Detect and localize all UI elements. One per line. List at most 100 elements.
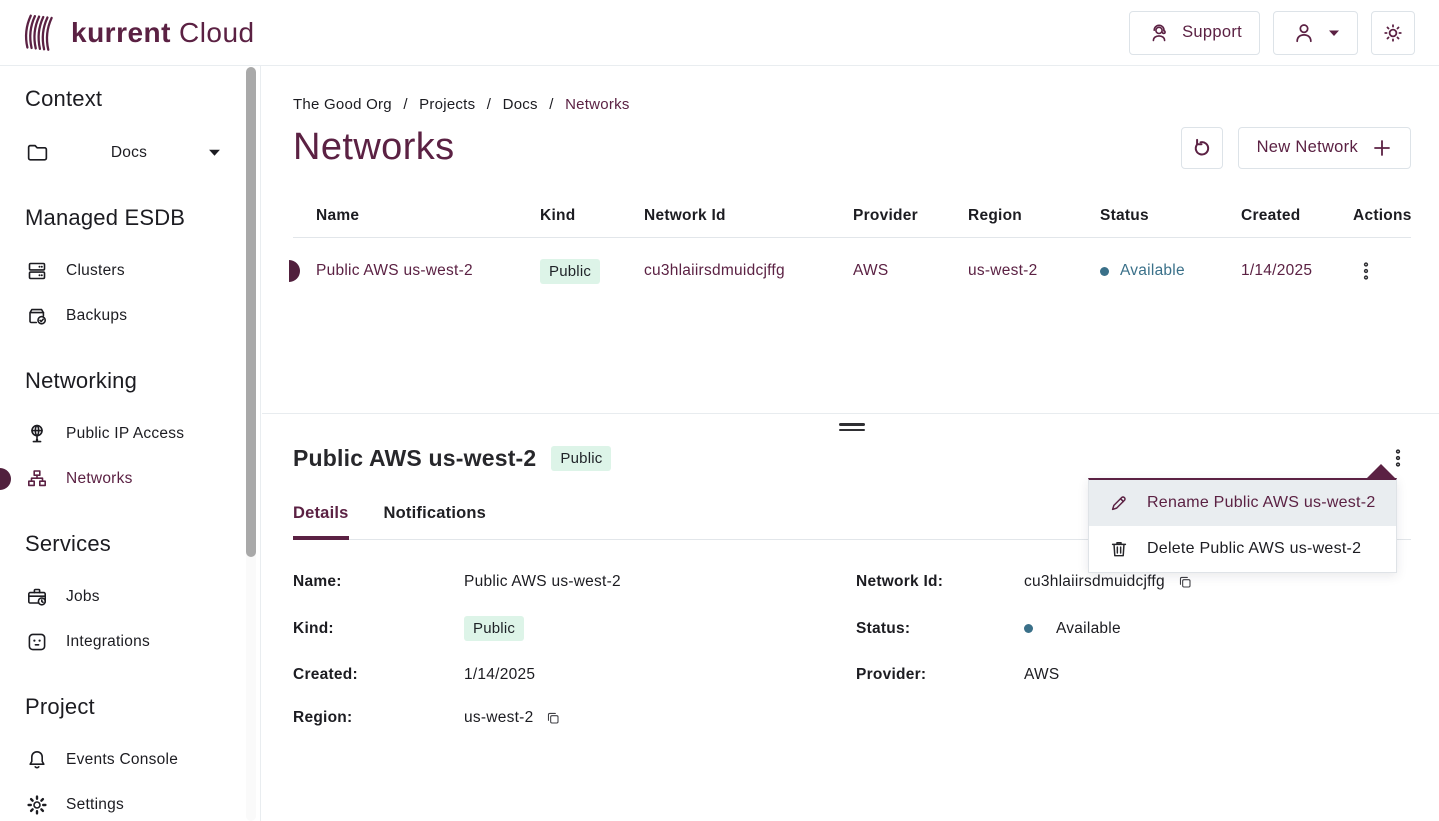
brand-name: kurrent: [71, 16, 171, 48]
col-header-provider: Provider: [853, 206, 918, 224]
tab-notifications[interactable]: Notifications: [383, 504, 487, 522]
sidebar-section-services: Services: [25, 531, 111, 556]
col-header-region: Region: [968, 206, 1023, 224]
kind-badge: Public: [540, 258, 601, 284]
col-header-network-id: Network Id: [644, 206, 726, 224]
theme-toggle-button[interactable]: [1371, 10, 1415, 55]
field-value-created: 1/14/2025: [464, 666, 536, 683]
sidebar-item-label: Events Console: [66, 751, 179, 768]
selected-row-indicator: [289, 260, 300, 282]
breadcrumb-separator: /: [486, 96, 492, 113]
chevron-down-icon: [1328, 29, 1340, 37]
brand-suffix: Cloud: [178, 16, 255, 48]
networks-list-section: The Good Org / Projects / Docs / Network…: [262, 66, 1439, 414]
main-content: The Good Org / Projects / Docs / Network…: [262, 66, 1439, 821]
detail-title: Public AWS us-west-2: [293, 444, 537, 471]
col-header-actions: Actions: [1353, 206, 1412, 224]
context-selector[interactable]: Docs: [25, 140, 221, 165]
top-navbar: kurrent Cloud Support: [0, 0, 1439, 66]
detail-tabs: Details Notifications: [293, 504, 1411, 540]
status-dot: [1100, 266, 1109, 276]
globe-network-icon: [25, 422, 49, 446]
sidebar: Context Docs Managed ESDB Clusters: [0, 66, 261, 821]
user-icon: [1291, 20, 1317, 46]
networks-icon: [25, 467, 49, 491]
table-row[interactable]: Public AWS us-west-2 Public cu3hlaiirsdm…: [289, 238, 1411, 304]
cell-network-id: cu3hlaiirsdmuidcjffg: [644, 262, 785, 279]
detail-actions-kebab-button[interactable]: [1385, 443, 1411, 473]
field-label-provider: Provider:: [856, 666, 927, 683]
menu-item-delete[interactable]: Delete Public AWS us-west-2: [1089, 526, 1396, 572]
sidebar-item-public-ip-access[interactable]: Public IP Access: [25, 422, 260, 446]
sidebar-item-clusters[interactable]: Clusters: [25, 259, 260, 283]
sidebar-item-events-console[interactable]: Events Console: [25, 748, 260, 772]
sidebar-section-managed-esdb: Managed ESDB: [25, 205, 186, 230]
breadcrumb-project-docs[interactable]: Docs: [502, 96, 538, 113]
context-selector-value: Docs: [110, 143, 148, 161]
sidebar-item-settings[interactable]: Settings: [25, 793, 260, 817]
splitter-handle[interactable]: [839, 418, 865, 436]
sidebar-item-label: Integrations: [66, 633, 150, 650]
field-label-network-id: Network Id:: [856, 573, 944, 590]
brand-logo[interactable]: kurrent Cloud: [22, 11, 255, 55]
new-network-button[interactable]: New Network: [1237, 126, 1411, 169]
field-kind-badge: Public: [464, 616, 525, 641]
cell-provider: AWS: [853, 262, 889, 279]
new-network-label: New Network: [1256, 138, 1358, 156]
detail-fields: Name: Public AWS us-west-2 Network Id: c…: [293, 573, 1411, 727]
sidebar-item-label: Public IP Access: [66, 425, 185, 442]
status-dot: [1024, 624, 1033, 633]
user-menu-button[interactable]: [1273, 10, 1358, 55]
cell-created: 1/14/2025: [1241, 262, 1313, 279]
sidebar-section-context: Context: [25, 86, 103, 111]
sidebar-item-label: Settings: [66, 796, 125, 813]
breadcrumb-separator: /: [549, 96, 554, 113]
chevron-down-icon: [208, 148, 221, 157]
trash-icon: [1108, 538, 1130, 560]
field-value-network-id: cu3hlaiirsdmuidcjffg: [1024, 573, 1165, 590]
breadcrumb-current: Networks: [565, 96, 630, 113]
col-header-created: Created: [1241, 206, 1301, 224]
sidebar-item-networks[interactable]: Networks: [0, 467, 260, 491]
field-label-name: Name:: [293, 573, 342, 590]
tab-details[interactable]: Details: [293, 504, 349, 540]
sidebar-item-jobs[interactable]: Jobs: [25, 585, 260, 609]
breadcrumb-org[interactable]: The Good Org: [293, 96, 392, 113]
page-title: Networks: [293, 126, 455, 168]
support-icon: [1147, 21, 1171, 45]
sidebar-scrollbar-thumb[interactable]: [246, 67, 256, 557]
sidebar-section-project: Project: [25, 694, 95, 719]
cell-status: Available: [1120, 262, 1185, 279]
backups-icon: [25, 304, 49, 328]
field-value-region: us-west-2: [464, 709, 534, 726]
outlet-icon: [25, 630, 49, 654]
sidebar-item-integrations[interactable]: Integrations: [25, 630, 260, 654]
support-button[interactable]: Support: [1129, 10, 1260, 55]
cell-name[interactable]: Public AWS us-west-2: [316, 262, 473, 279]
copy-network-id-button[interactable]: [1177, 574, 1193, 590]
support-label: Support: [1182, 23, 1242, 41]
copy-region-button[interactable]: [545, 710, 561, 726]
network-detail-panel: Public AWS us-west-2 Public Details Noti…: [262, 414, 1439, 727]
breadcrumb: The Good Org / Projects / Docs / Network…: [293, 96, 1411, 113]
briefcase-clock-icon: [25, 585, 49, 609]
field-label-kind: Kind:: [293, 619, 334, 637]
refresh-button[interactable]: [1180, 126, 1223, 169]
sun-icon: [1381, 21, 1405, 45]
field-value-provider: AWS: [1024, 666, 1060, 683]
networks-table: Name Kind Network Id Provider Region Sta…: [289, 194, 1412, 304]
sidebar-item-backups[interactable]: Backups: [25, 304, 260, 328]
row-actions-kebab-button[interactable]: [1353, 257, 1379, 285]
folder-icon: [25, 140, 50, 165]
refresh-icon: [1190, 136, 1214, 160]
field-value-name: Public AWS us-west-2: [464, 573, 621, 590]
active-item-indicator: [0, 468, 11, 490]
sidebar-section-networking: Networking: [25, 368, 138, 393]
detail-kind-badge: Public: [551, 445, 612, 471]
menu-item-rename[interactable]: Rename Public AWS us-west-2: [1089, 480, 1396, 526]
bell-icon: [25, 748, 49, 772]
col-header-kind: Kind: [540, 206, 576, 224]
pencil-icon: [1108, 492, 1130, 514]
breadcrumb-projects[interactable]: Projects: [419, 96, 476, 113]
gear-icon: [25, 793, 49, 817]
